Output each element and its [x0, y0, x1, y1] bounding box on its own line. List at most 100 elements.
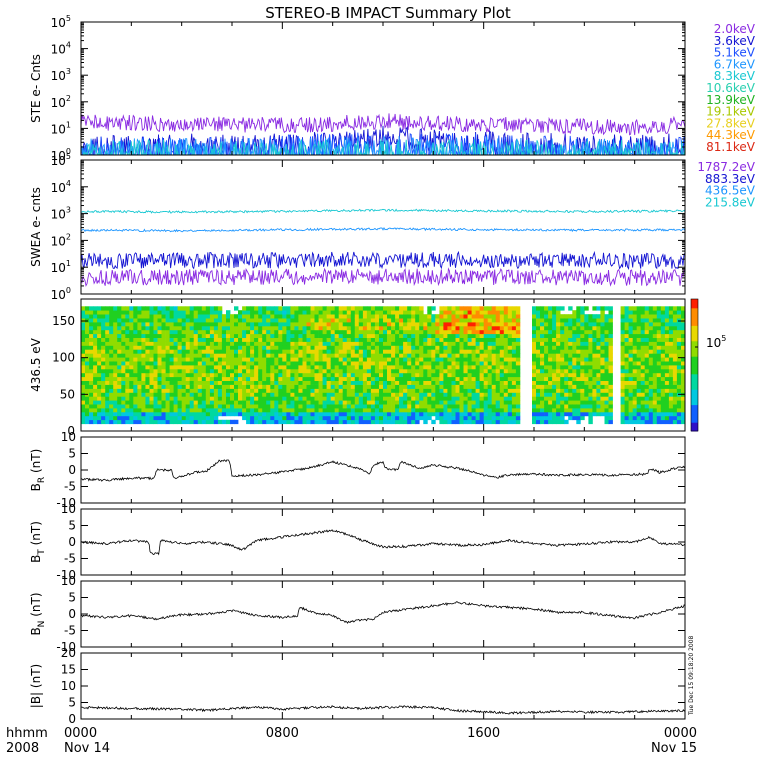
pad-heat-cell: [471, 318, 476, 323]
pad-heat-cell: [234, 400, 239, 405]
pad-heat-cell: [101, 408, 106, 413]
pad-heat-cell: [322, 353, 327, 358]
pad-heat-cell: [314, 372, 319, 378]
pad-heat-cell: [358, 361, 364, 366]
pad-heat-cell: [185, 314, 191, 319]
pad-heat-cell: [137, 318, 142, 323]
pad-heat-cell: [93, 318, 98, 323]
pad-heat-cell: [423, 419, 428, 425]
pad-heat-cell: [153, 314, 158, 319]
pad-heat-cell: [221, 419, 227, 425]
pad-heat-cell: [278, 318, 283, 323]
pad-heat-cell: [274, 314, 279, 319]
pad-heat-cell: [334, 310, 340, 315]
pad-heat-cell: [503, 368, 509, 374]
pad-heat-cell: [491, 388, 497, 393]
pad-heat-cell: [479, 411, 484, 417]
pad-heat-cell: [278, 306, 283, 311]
pad-heat-cell: [193, 411, 199, 417]
pad-heat-cell: [338, 368, 344, 374]
pad-heat-cell: [121, 345, 126, 350]
pad-heat-cell: [266, 384, 271, 389]
pad-heat-cell: [407, 400, 412, 405]
pad-heat-cell: [274, 372, 279, 378]
pad-heat-cell: [286, 345, 291, 350]
pad-heat-cell: [636, 365, 642, 370]
pad-heat-cell: [608, 404, 613, 409]
pad-heat-cell: [169, 349, 174, 354]
pad-heat-cell: [576, 318, 581, 323]
pad-heat-cell: [399, 361, 404, 366]
pad-heat-cell: [459, 388, 464, 393]
pad-heat-cell: [137, 365, 142, 370]
pad-heat-cell: [330, 415, 336, 421]
pad-heat-cell: [532, 392, 537, 397]
pad-heat-cell: [125, 411, 130, 417]
pad-heat-cell: [161, 380, 166, 385]
pad-heat-cell: [278, 325, 283, 331]
pad-heat-cell: [117, 396, 122, 401]
pad-heat-cell: [403, 376, 408, 381]
pad-heat-cell: [624, 357, 629, 362]
pad-heat-cell: [149, 396, 154, 401]
pad-heat-cell: [515, 365, 521, 370]
pad-heat-cell: [97, 400, 102, 405]
pad-heat-cell: [387, 349, 392, 354]
pad-heat-cell: [451, 392, 456, 397]
pad-heat-cell: [580, 404, 585, 409]
pad-heat-cell: [431, 349, 436, 354]
pad-heat-cell: [137, 329, 142, 335]
pad-heat-cell: [93, 411, 98, 417]
pad-heat-cell: [532, 419, 537, 425]
pad-heat-cell: [548, 325, 553, 331]
pad-heat-cell: [169, 404, 174, 409]
pad-heat-cell: [81, 365, 86, 370]
pad-heat-cell: [209, 388, 215, 393]
pad-heat-cell: [358, 388, 364, 393]
pad-heat-cell: [451, 376, 456, 381]
pad-heat-cell: [173, 368, 178, 374]
colorbar-segment: [691, 365, 698, 368]
pad-heat-cell: [660, 357, 666, 362]
pad-heat-cell: [362, 396, 368, 401]
pad-heat-cell: [137, 419, 142, 425]
pad-heat-cell: [463, 345, 468, 350]
pad-heat-cell: [250, 333, 255, 338]
pad-heat-cell: [676, 349, 682, 354]
pad-heat-cell: [560, 325, 565, 331]
pad-heat-cell: [189, 357, 195, 362]
pad-heat-cell: [439, 314, 444, 319]
pad-heat-cell: [234, 357, 239, 362]
pad-heat-cell: [221, 365, 227, 370]
pad-heat-cell: [379, 388, 384, 393]
pad-heat-cell: [455, 419, 460, 425]
pad-heat-cell: [660, 380, 666, 385]
pad-heat-cell: [560, 345, 565, 350]
pad-heat-cell: [354, 341, 360, 346]
pad-heat-cell: [205, 415, 211, 421]
pad-heat-cell: [270, 388, 275, 393]
pad-heat-cell: [423, 349, 428, 354]
pad-heat-cell: [358, 322, 364, 327]
pad-heat-cell: [648, 384, 654, 389]
pad-heat-cell: [660, 353, 666, 358]
pad-heat-cell: [149, 318, 154, 323]
pad-heat-cell: [318, 408, 323, 413]
pad-heat-cell: [169, 365, 174, 370]
pad-heat-cell: [668, 349, 674, 354]
pad-heat-cell: [286, 404, 291, 409]
pad-heat-cell: [310, 400, 315, 405]
colorbar-segment: [691, 413, 698, 417]
pad-heat-cell: [189, 380, 195, 385]
pad-heat-cell: [536, 353, 541, 358]
pad-heat-cell: [217, 322, 223, 327]
colorbar-segment: [691, 391, 698, 395]
pad-heat-cell: [455, 384, 460, 389]
pad-heat-cell: [652, 349, 658, 354]
pad-heat-cell: [149, 310, 154, 315]
pad-heat-cell: [209, 341, 215, 346]
pad-heat-cell: [419, 361, 424, 366]
pad-heat-cell: [431, 365, 436, 370]
pad-heat-cell: [515, 306, 521, 311]
pad-heat-cell: [366, 333, 372, 338]
